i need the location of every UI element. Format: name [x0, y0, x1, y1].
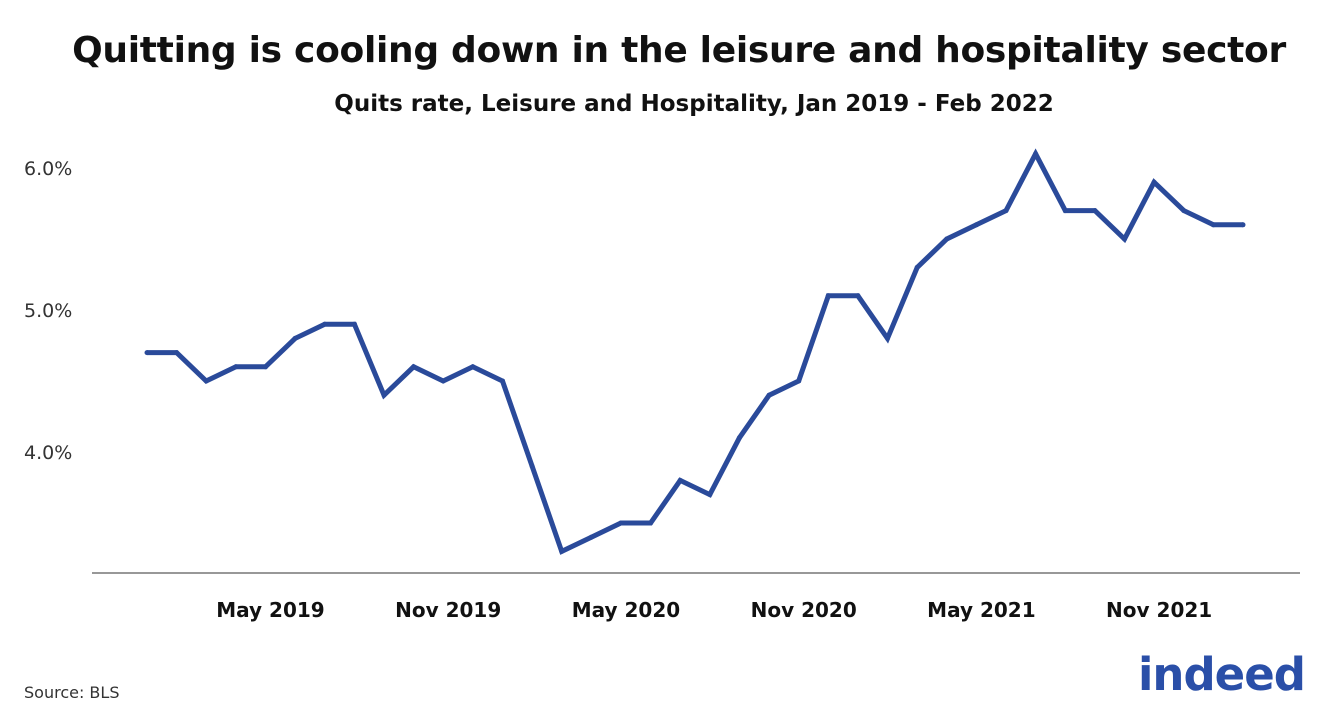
data-point: [1033, 151, 1039, 157]
data-point: [855, 293, 861, 299]
x-tick-label: May 2019: [216, 598, 324, 622]
data-point: [559, 548, 565, 554]
series-layer: [144, 148, 1246, 555]
data-point: [1003, 208, 1009, 214]
data-point: [1092, 208, 1098, 214]
data-point: [322, 321, 328, 327]
data-point: [174, 350, 180, 356]
data-point: [1122, 236, 1127, 242]
data-point: [500, 378, 505, 384]
data-point: [1240, 222, 1246, 228]
data-point: [1210, 222, 1216, 228]
data-point: [944, 236, 950, 242]
data-point: [1062, 208, 1068, 214]
data-point: [796, 378, 802, 384]
chart-subtitle: Quits rate, Leisure and Hospitality, Jan…: [334, 91, 1054, 117]
source-note: Source: BLS: [24, 683, 120, 702]
y-tick-label: 5.0%: [24, 300, 72, 322]
data-point: [766, 392, 772, 398]
x-tick-label: Nov 2021: [1106, 598, 1212, 622]
y-tick-label: 6.0%: [24, 158, 72, 180]
data-point: [144, 350, 150, 356]
data-point: [203, 378, 209, 384]
x-tick-label: Nov 2019: [395, 598, 501, 622]
data-point: [825, 293, 831, 299]
data-point: [263, 364, 268, 370]
x-tick-label: May 2020: [572, 598, 680, 622]
data-point: [292, 335, 298, 341]
series-line-quits-rate: [147, 148, 1243, 555]
data-point: [707, 492, 713, 498]
data-point: [677, 477, 683, 483]
data-point: [914, 264, 920, 270]
data-point: [973, 222, 979, 228]
chart-title: Quitting is cooling down in the leisure …: [72, 30, 1286, 71]
data-point: [470, 364, 476, 370]
data-point: [351, 321, 357, 327]
indeed-logo: indeed: [1138, 648, 1306, 701]
data-point: [411, 364, 417, 370]
y-axis: 4.0% 5.0% 6.0%: [24, 158, 72, 464]
data-point: [588, 534, 594, 540]
x-tick-label: May 2021: [927, 598, 1035, 622]
x-tick-label: Nov 2020: [751, 598, 857, 622]
data-point: [1151, 179, 1157, 185]
data-point: [648, 520, 654, 526]
data-point: [736, 435, 742, 441]
data-point: [381, 392, 387, 398]
data-point: [885, 335, 890, 341]
data-point: [1181, 208, 1187, 214]
data-point: [440, 378, 446, 384]
x-axis: May 2019 Nov 2019 May 2020 Nov 2020 May 2021…: [216, 598, 1212, 622]
data-point: [618, 520, 624, 526]
y-tick-label: 4.0%: [24, 442, 72, 464]
data-point: [529, 463, 535, 469]
data-point: [233, 364, 239, 370]
